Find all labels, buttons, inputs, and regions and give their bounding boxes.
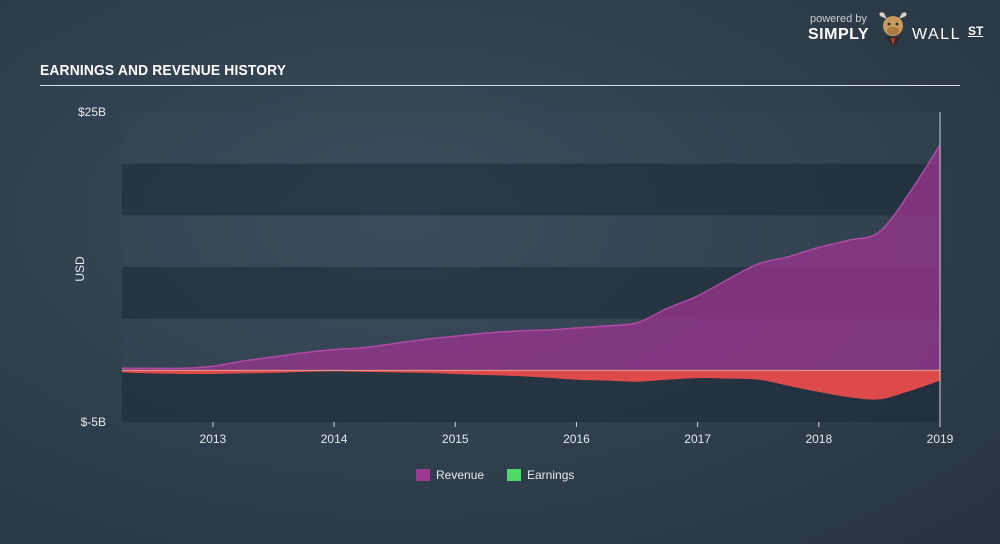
earnings-area [122, 370, 940, 400]
brand-st-text: ST [968, 24, 984, 38]
x-tick-label: 2016 [563, 432, 590, 446]
brand-wall-text: WALL [912, 26, 961, 43]
brand-powered-text: powered by [810, 13, 867, 25]
legend-swatch-revenue [416, 469, 430, 481]
y-tick-label-top: $25B [78, 105, 106, 119]
brand-simply-text: SIMPLY [808, 26, 870, 43]
x-tick-label: 2017 [684, 432, 711, 446]
revenue-line [122, 144, 941, 370]
legend-swatch-earnings [507, 469, 521, 481]
legend-item-revenue[interactable]: Revenue [416, 468, 484, 482]
revenue-area [122, 145, 940, 371]
bull-logo-icon [879, 12, 907, 48]
x-tick-label: 2013 [200, 432, 227, 446]
x-tick-label: 2015 [442, 432, 469, 446]
chart-title: EARNINGS AND REVENUE HISTORY [40, 62, 287, 79]
y-axis-label: USD [73, 256, 87, 282]
x-axis-ticks: 2013 2014 2015 2016 2017 2018 2019 [200, 422, 954, 446]
legend-label-earnings: Earnings [527, 468, 575, 482]
series-areas [122, 144, 941, 400]
x-tick-label: 2019 [927, 432, 954, 446]
simply-wall-st-logo[interactable]: powered by SIMPLY WALL ST [808, 10, 988, 52]
y-tick-label-bottom: $-5B [81, 415, 106, 429]
x-tick-label: 2018 [805, 432, 832, 446]
grid-band [122, 112, 940, 164]
legend-item-earnings[interactable]: Earnings [507, 468, 574, 482]
grid-band [122, 163, 940, 216]
x-tick-label: 2014 [321, 432, 348, 446]
title-divider [40, 85, 960, 86]
legend-label-revenue: Revenue [436, 468, 485, 482]
